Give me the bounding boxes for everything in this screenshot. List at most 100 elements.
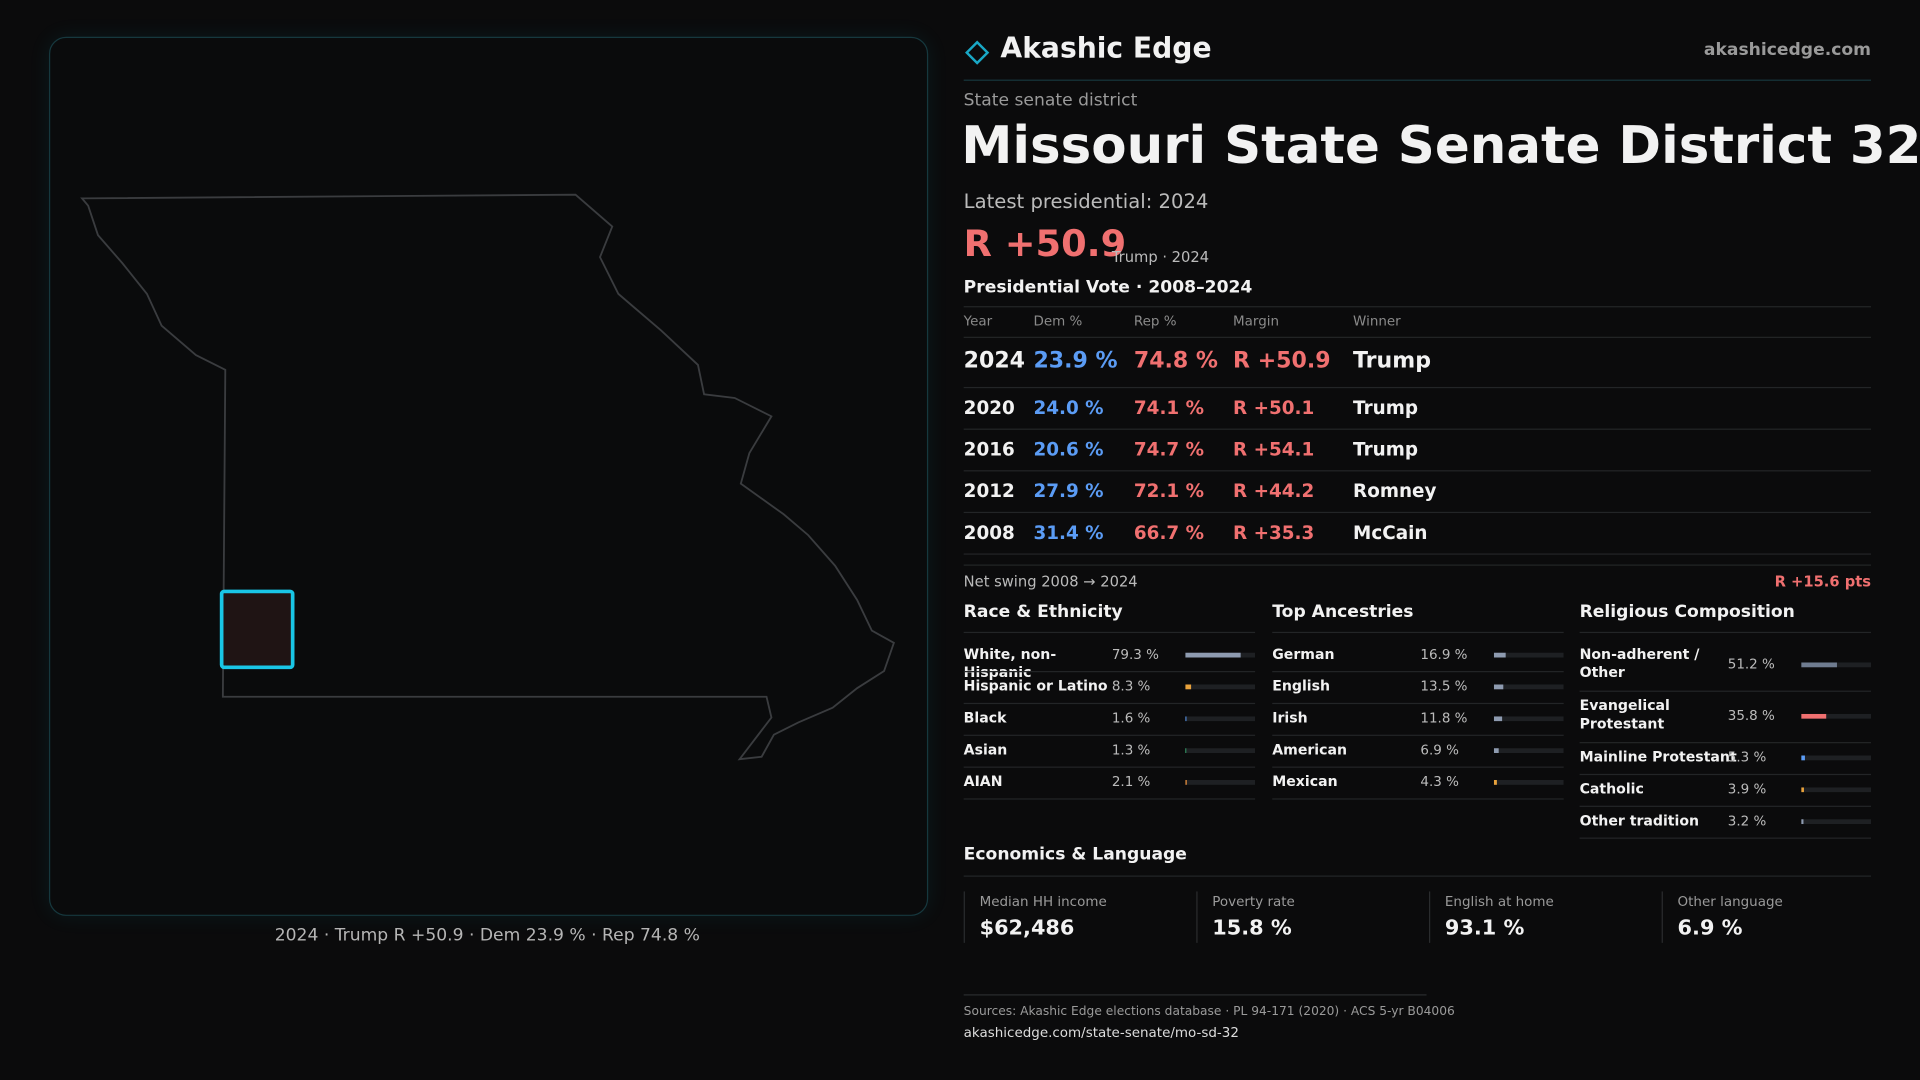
table-cell: R +35.3 <box>1233 521 1315 544</box>
divider <box>963 766 1256 768</box>
econ-value: $62,486 <box>979 915 1075 941</box>
bar-track <box>1185 684 1256 690</box>
item-name: Black <box>963 708 1007 727</box>
econ-label: English at home <box>1444 893 1554 910</box>
bar-track <box>1493 684 1564 690</box>
divider <box>963 734 1256 736</box>
site-link[interactable]: akashicedge.com <box>1703 40 1872 60</box>
bar <box>1185 780 1187 785</box>
table-cell: 74.8 % <box>1133 347 1219 374</box>
kicker: State senate district <box>963 90 1138 111</box>
track <box>1801 755 1872 761</box>
map <box>80 193 895 761</box>
item-name: Evangelical Protestant <box>1579 696 1670 733</box>
table-cell: R +50.9 <box>1233 347 1331 374</box>
divider <box>1272 631 1564 634</box>
bar <box>1493 716 1503 722</box>
row-divider <box>963 386 1872 389</box>
table-cell: 72.1 % <box>1133 479 1204 502</box>
divider <box>1272 766 1564 768</box>
table-cell: Trump <box>1353 396 1418 419</box>
map-panel <box>48 36 929 916</box>
econ-label: Poverty rate <box>1212 893 1295 910</box>
section-title: Race & Ethnicity <box>963 602 1123 623</box>
table-cell: 66.7 % <box>1133 521 1204 544</box>
table-cell: 27.9 % <box>1033 479 1104 502</box>
table-cell: 74.7 % <box>1133 437 1204 461</box>
track <box>1185 748 1256 754</box>
table-cell: R +50.1 <box>1233 396 1315 419</box>
divider <box>963 79 1872 81</box>
table-cell: 31.4 % <box>1033 521 1104 544</box>
item-name: Catholic <box>1579 780 1644 798</box>
item-name: English <box>1272 677 1331 695</box>
district-shape <box>219 589 295 670</box>
section-title: Religious Composition <box>1579 602 1795 623</box>
divider <box>963 671 1256 673</box>
cell-divider <box>963 891 965 943</box>
state-outline <box>80 193 895 761</box>
table-cell: McCain <box>1353 521 1428 544</box>
table-cell: R +54.1 <box>1233 437 1315 461</box>
table-cell: 2024 <box>963 347 1026 374</box>
item-value: 6.9 % <box>1420 742 1459 758</box>
bar-track <box>1801 713 1872 719</box>
track <box>1801 787 1872 793</box>
item-value: 1.3 % <box>1111 742 1151 758</box>
swing-label: Net swing 2008 → 2024 <box>963 573 1138 591</box>
divider <box>1579 690 1872 692</box>
item-value: 5.3 % <box>1727 749 1767 766</box>
table-cell: 2016 <box>963 437 1015 461</box>
item-value: 2.1 % <box>1111 773 1151 790</box>
bar-track <box>1185 748 1256 754</box>
bar <box>1801 819 1804 825</box>
track <box>1493 652 1564 658</box>
track <box>1185 716 1256 722</box>
column-header: Margin <box>1233 313 1280 330</box>
bar-track <box>1493 780 1564 785</box>
row-divider <box>963 564 1872 566</box>
divider <box>963 994 1427 996</box>
divider <box>1579 773 1872 776</box>
divider <box>963 702 1256 705</box>
bar <box>1493 684 1504 690</box>
bar-track <box>1801 662 1872 668</box>
margin: R +50.9 <box>963 222 1127 266</box>
bar-track <box>1801 755 1872 761</box>
item-name: Mexican <box>1272 772 1338 790</box>
column-header: Dem % <box>1033 313 1083 330</box>
divider <box>1579 805 1872 807</box>
row-divider <box>963 470 1872 472</box>
bar-track <box>1493 748 1564 754</box>
table-cell: 20.6 % <box>1033 437 1104 461</box>
swing-value: R +15.6 pts <box>1774 573 1872 591</box>
divider <box>963 798 1256 800</box>
row-divider <box>963 336 1872 338</box>
table-cell: Romney <box>1353 479 1437 502</box>
table-cell: 24.0 % <box>1033 396 1104 419</box>
table-cell: 2020 <box>963 396 1015 419</box>
table-title: Presidential Vote · 2008–2024 <box>963 277 1253 298</box>
track <box>1493 780 1564 785</box>
divider <box>1579 631 1872 634</box>
bar <box>1801 662 1837 668</box>
track <box>1801 713 1872 719</box>
brand-name: Akashic Edge <box>1000 33 1212 65</box>
bar-track <box>1185 652 1256 658</box>
track <box>1185 684 1256 690</box>
econ-label: Median HH income <box>979 893 1107 910</box>
bar <box>1493 748 1499 754</box>
item-value: 8.3 % <box>1111 678 1151 695</box>
econ-value: 15.8 % <box>1212 915 1292 941</box>
item-value: 4.3 % <box>1420 773 1459 790</box>
source-url[interactable]: akashicedge.com/state-senate/mo-sd-32 <box>963 1024 1239 1041</box>
table-cell: Trump <box>1353 437 1418 461</box>
econ-value: 93.1 % <box>1444 915 1525 941</box>
track <box>1801 819 1872 825</box>
bar <box>1185 684 1192 690</box>
bar-track <box>1493 652 1564 658</box>
bar <box>1801 755 1805 761</box>
divider <box>1272 702 1564 705</box>
cell-divider <box>1661 891 1663 943</box>
bar-track <box>1185 780 1256 785</box>
